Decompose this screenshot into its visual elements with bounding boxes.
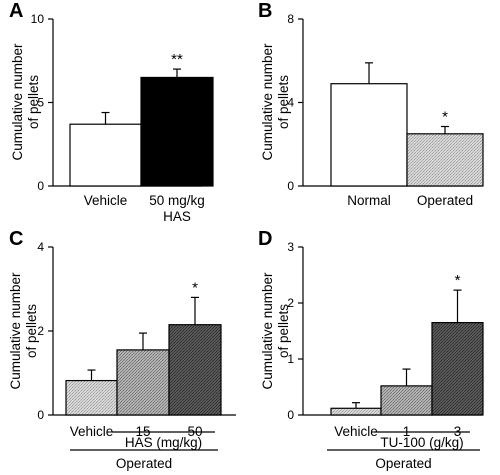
category-sublabel: HAS [163, 209, 191, 224]
y-tick-label: 5 [37, 96, 44, 110]
y-tick-label: 10 [31, 12, 45, 26]
bar [380, 385, 433, 416]
y-tick-label: 1 [287, 352, 294, 366]
category-label: Vehicle [84, 193, 128, 208]
y-axis-label: Cumulative number [8, 272, 23, 390]
y-axis-label: Cumulative number [10, 43, 25, 161]
y-tick-label: 3 [287, 240, 294, 254]
category-label: Normal [347, 193, 391, 208]
category-label: Vehicle [70, 424, 114, 439]
y-axis-label: of pellets [276, 304, 291, 358]
y-tick-label: 8 [287, 12, 294, 26]
significance-marker: * [442, 109, 448, 126]
y-axis-label: of pellets [24, 304, 39, 358]
bar [69, 123, 142, 187]
y-tick-label: 0 [37, 179, 44, 193]
bar [168, 324, 222, 416]
panel-label: C [9, 228, 23, 250]
category-label: Vehicle [334, 424, 378, 439]
y-tick-label: 4 [287, 96, 294, 110]
group-label: TU-100 (g/kg) [380, 435, 463, 450]
bar [431, 322, 484, 416]
panel-label: A [9, 0, 23, 22]
y-tick-label: 2 [287, 296, 294, 310]
y-axis-label: of pellets [26, 75, 41, 129]
y-tick-label: 0 [37, 408, 44, 422]
bar [116, 349, 170, 416]
y-axis-label: of pellets [276, 75, 291, 129]
panel-label: B [258, 0, 272, 22]
bar [140, 76, 214, 187]
category-label: 50 mg/kg [149, 193, 205, 208]
y-tick-label: 0 [287, 408, 294, 422]
y-axis-label: Cumulative number [260, 43, 275, 161]
significance-marker: * [455, 272, 461, 289]
panel-label: D [258, 228, 272, 250]
bar [330, 407, 382, 416]
y-axis-label: Cumulative number [260, 272, 275, 390]
footer-label: Operated [116, 456, 172, 471]
y-tick-label: 4 [37, 240, 44, 254]
group-label: HAS (mg/kg) [125, 435, 202, 450]
y-tick-label: 0 [287, 179, 294, 193]
significance-marker: * [192, 279, 198, 296]
bar [330, 83, 408, 187]
y-tick-label: 2 [37, 324, 44, 338]
bar [406, 133, 484, 187]
significance-marker: ** [171, 51, 183, 68]
category-label: Operated [417, 193, 473, 208]
bar [65, 379, 118, 416]
footer-label: Operated [375, 456, 431, 471]
